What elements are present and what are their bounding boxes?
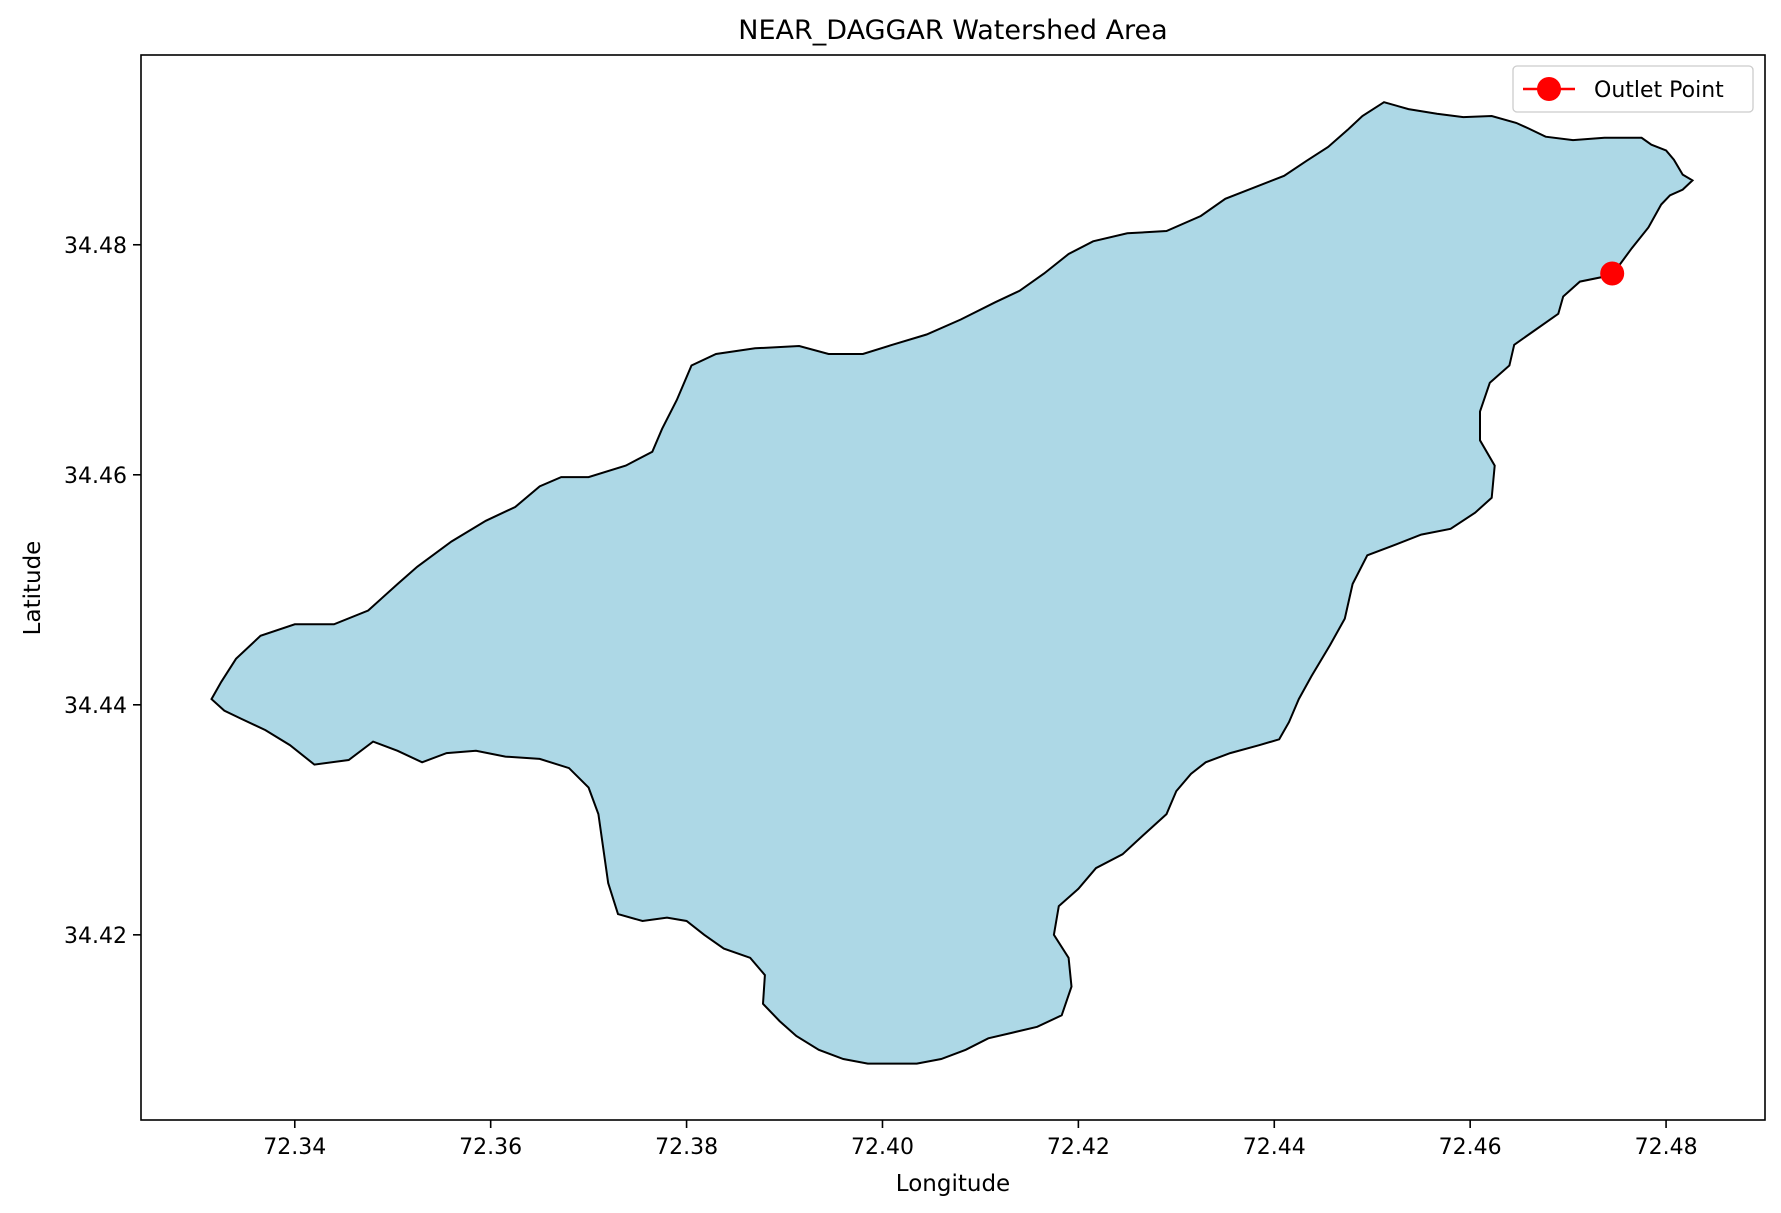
y-tick-label: 34.42 bbox=[64, 924, 127, 949]
legend: Outlet Point bbox=[1512, 65, 1754, 113]
x-axis-label: Longitude bbox=[896, 1171, 1010, 1197]
y-tick-label: 34.48 bbox=[64, 234, 127, 259]
x-tick-label: 72.46 bbox=[1439, 1135, 1502, 1160]
y-axis-label: Latitude bbox=[20, 541, 46, 636]
watershed-polygon bbox=[210, 101, 1695, 1065]
x-tick-label: 72.48 bbox=[1635, 1135, 1698, 1160]
y-tick-label: 34.46 bbox=[64, 464, 127, 489]
legend-box bbox=[1512, 65, 1754, 113]
legend-marker-swatch bbox=[1537, 77, 1561, 101]
y-tick-label: 34.44 bbox=[64, 694, 127, 719]
y-axis-ticks: 34.42 34.44 34.46 34.48 bbox=[64, 234, 141, 949]
x-tick-label: 72.44 bbox=[1243, 1135, 1306, 1160]
x-tick-label: 72.36 bbox=[459, 1135, 522, 1160]
outlet-point-marker bbox=[1600, 261, 1625, 286]
x-tick-label: 72.38 bbox=[655, 1135, 718, 1160]
x-tick-label: 72.34 bbox=[263, 1135, 326, 1160]
plot-area bbox=[210, 101, 1695, 1065]
x-axis-ticks: 72.34 72.36 72.38 72.40 72.42 72.44 72.46 72.48 bbox=[263, 1120, 1698, 1160]
x-tick-label: 72.40 bbox=[851, 1135, 914, 1160]
legend-label-outlet-point: Outlet Point bbox=[1594, 78, 1724, 103]
axes-frame bbox=[140, 54, 1766, 1121]
x-tick-label: 72.42 bbox=[1047, 1135, 1110, 1160]
chart-title: NEAR_DAGGAR Watershed Area bbox=[738, 15, 1167, 46]
